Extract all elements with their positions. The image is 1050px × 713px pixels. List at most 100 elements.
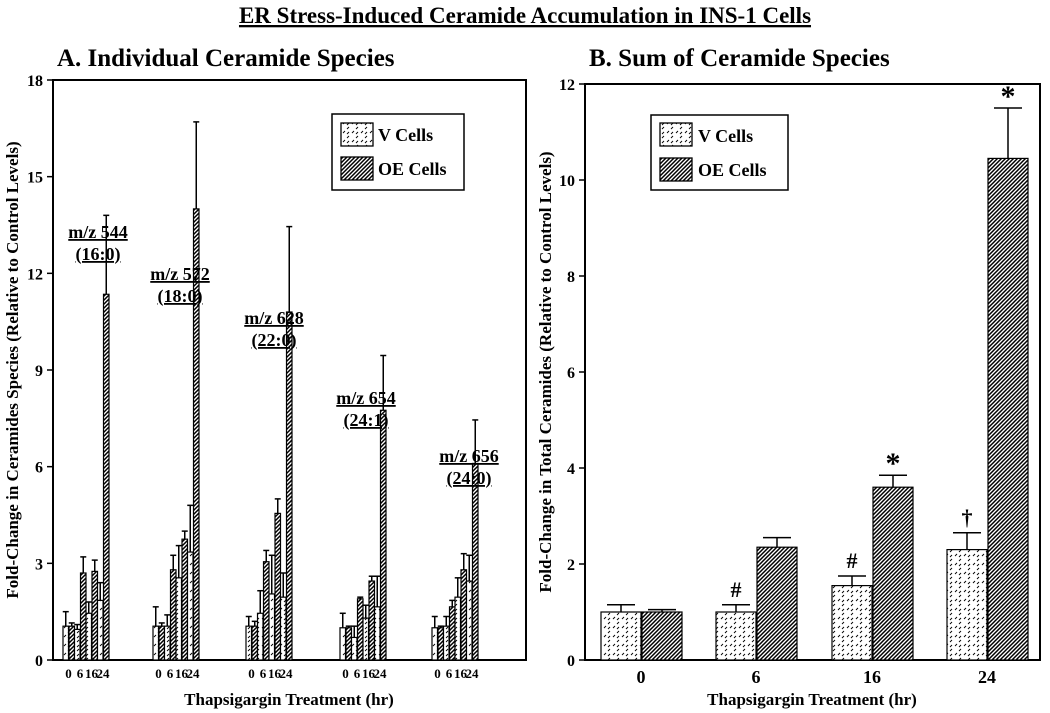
- panel-b-significance-marker: #: [731, 577, 742, 602]
- panel-a-bar-v: [85, 612, 93, 661]
- panel-b-bar-v: [946, 548, 988, 661]
- panel-a-y-tick-label: 0: [35, 653, 43, 670]
- panel-b-x-tick-label: 6: [752, 667, 761, 687]
- panel-a-x-tick-label: 0: [65, 666, 72, 681]
- panel-a-bar-v: [245, 625, 253, 661]
- panel-a-x-tick-label: 6: [167, 666, 174, 681]
- panel-a-bar-v: [339, 627, 347, 661]
- panel-a-x-tick-label: 16: [85, 666, 99, 681]
- panel-a-x-tick-label: 0: [342, 666, 349, 681]
- panel-a-bar-v: [186, 551, 194, 661]
- panel-b-significance-marker: *: [1001, 80, 1016, 113]
- panel-a-bar-oe: [460, 569, 468, 661]
- panel-a-bar-oe: [437, 627, 445, 661]
- panel-a-group-label: m/z 654: [336, 388, 395, 408]
- panel-b-bar-oe: [872, 486, 914, 661]
- panel-b-ylabel: Fold-Change in Total Ceramides (Relative…: [536, 151, 555, 592]
- panel-a-x-tick-label: 0: [248, 666, 255, 681]
- panel-a-x-tick-label: 16: [454, 666, 468, 681]
- panel-b-y-tick-label: 6: [567, 365, 575, 382]
- panel-a-bar-oe: [285, 311, 293, 661]
- panel-b-xlabel: Thapsigargin Treatment (hr): [707, 690, 917, 709]
- panel-b-legend-label-v: V Cells: [698, 126, 753, 146]
- panel-a-bar-oe: [169, 569, 177, 661]
- panel-a-bar-v: [96, 599, 104, 661]
- panel-a-bar-oe: [68, 625, 76, 661]
- panel-a-bar-oe: [448, 606, 456, 661]
- panel-b-y-tick-label: 4: [567, 461, 575, 478]
- panel-a-x-tick-label: 0: [434, 666, 441, 681]
- panel-a-bar-oe: [274, 512, 282, 661]
- panel-a-bar-oe: [262, 561, 270, 661]
- panel-a-legend-label-oe: OE Cells: [378, 159, 447, 179]
- panel-a-bar-v: [62, 625, 70, 661]
- panel-a-bar-oe: [91, 570, 99, 661]
- panel-b-y-tick-label: 0: [567, 653, 575, 670]
- panel-b-y-tick-label: 2: [567, 557, 575, 574]
- panel-b-y-axis: 0 2 4 6 8 10 12: [559, 77, 585, 670]
- panel-a-bar-oe: [356, 598, 364, 661]
- panel-b-bar-v: [715, 611, 757, 661]
- panel-a-bar-oe: [158, 625, 166, 661]
- panel-a-group-labels: m/z 544(16:0) m/z 572(18:0) m/z 628(22:0) m…: [68, 222, 498, 489]
- panel-b: B. Sum of Ceramide Species Fold-Change i…: [536, 45, 1041, 709]
- panel-b-legend-swatch-v: [659, 122, 693, 147]
- panel-a-y-tick-label: 15: [27, 170, 43, 187]
- panel-a-group-label: m/z 544: [68, 222, 127, 242]
- panel-a-bar-v: [442, 625, 450, 661]
- panel-b-legend-label-oe: OE Cells: [698, 160, 767, 180]
- panel-a-x-tick-label: 24: [280, 666, 294, 681]
- panel-a-y-tick-label: 3: [35, 556, 43, 573]
- panel-a-group-label: m/z 628: [244, 308, 303, 328]
- panel-a-y-tick-label: 18: [27, 73, 43, 90]
- panel-b-bars: 0 6 16 24 # # † * *: [600, 80, 1029, 687]
- panel-a-legend-swatch-oe: [340, 156, 374, 181]
- panel-b-bar-oe: [987, 157, 1029, 661]
- panel-b-y-tick-label: 10: [559, 173, 575, 190]
- panel-a-group-label: m/z 656: [439, 446, 498, 466]
- panel-b-legend: V Cells OE Cells: [650, 114, 789, 191]
- panel-a-title: A. Individual Ceramide Species: [57, 45, 395, 72]
- panel-a-bar-v: [373, 606, 381, 661]
- panel-a-x-tick-label: 16: [362, 666, 376, 681]
- panel-a-xlabel: Thapsigargin Treatment (hr): [184, 690, 394, 709]
- panel-b-y-tick-label: 8: [567, 269, 575, 286]
- panel-a-x-tick-label: 16: [175, 666, 189, 681]
- panel-a-group-sublabel: (22:0): [252, 330, 297, 351]
- panel-a-bar-oe: [79, 572, 87, 661]
- panel-a-x-tick-label: 6: [446, 666, 453, 681]
- panel-a-x-tick-label: 16: [268, 666, 282, 681]
- panel-b-y-tick-label: 12: [559, 77, 575, 94]
- panel-a-bar-v: [454, 596, 462, 661]
- panel-a: A. Individual Ceramide Species Fold-Chan…: [3, 45, 527, 709]
- panel-a-y-tick-label: 12: [27, 266, 43, 283]
- panel-a-group-label: m/z 572: [150, 264, 209, 284]
- panel-a-bar-oe: [471, 462, 479, 661]
- panel-a-bar-oe: [181, 538, 189, 661]
- panel-a-group-sublabel: (24:1): [344, 410, 389, 431]
- panel-a-y-tick-label: 6: [35, 460, 43, 477]
- panel-b-x-tick-label: 0: [637, 667, 646, 687]
- panel-a-bar-v: [362, 617, 370, 661]
- panel-a-bar-v: [175, 577, 183, 661]
- panel-a-legend-swatch-v: [340, 122, 374, 147]
- panel-b-x-tick-label: 24: [978, 667, 996, 687]
- panel-b-significance-marker: *: [886, 447, 901, 480]
- panel-a-legend-label-v: V Cells: [378, 125, 433, 145]
- panel-a-bar-v: [465, 580, 473, 661]
- panel-a-legend: V Cells OE Cells: [331, 113, 465, 191]
- panel-a-bar-v: [431, 627, 439, 661]
- panel-a-bar-oe: [102, 293, 110, 661]
- panel-a-x-tick-label: 6: [260, 666, 267, 681]
- panel-a-bar-v: [256, 612, 264, 661]
- panel-b-bar-v: [831, 584, 873, 661]
- panel-a-bar-oe: [345, 627, 353, 661]
- panel-b-x-tick-label: 16: [863, 667, 881, 687]
- panel-a-x-tick-label: 0: [155, 666, 162, 681]
- panel-a-bar-v: [268, 593, 276, 661]
- panel-a-bar-v: [73, 628, 81, 661]
- panel-a-bar-oe: [368, 580, 376, 661]
- panel-a-bar-v: [152, 625, 160, 661]
- panel-a-bar-oe: [251, 625, 259, 661]
